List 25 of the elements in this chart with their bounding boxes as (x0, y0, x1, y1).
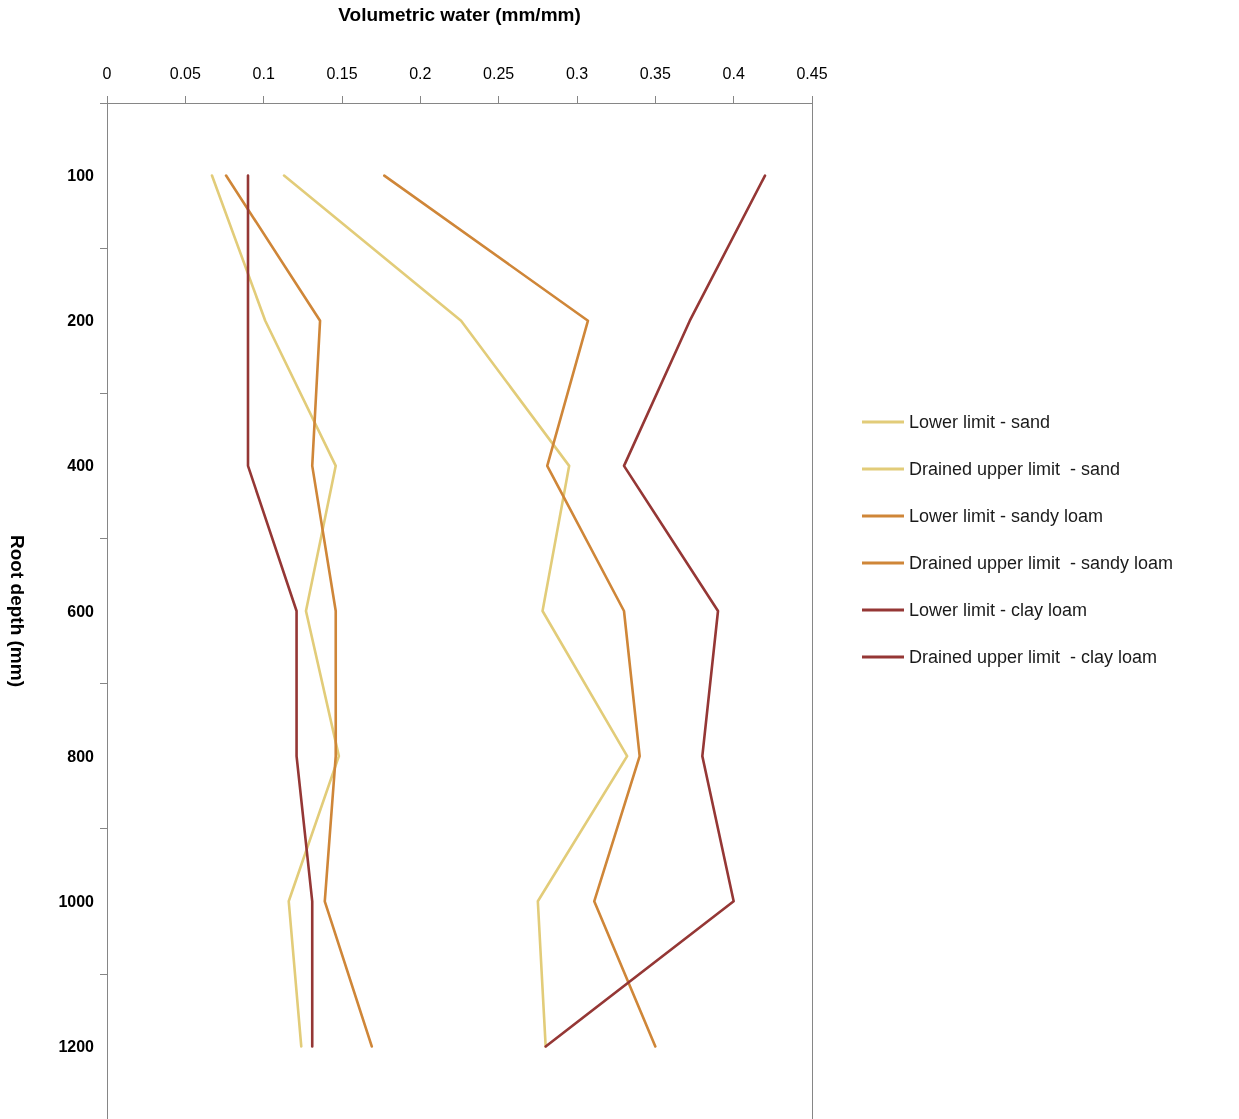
y-axis-title: Root depth (mm) (7, 535, 28, 687)
y-tick-label: 100 (67, 167, 95, 185)
x-tick-label: 0.25 (483, 64, 515, 82)
legend-label: Lower limit - clay loam (909, 600, 1088, 620)
x-tick-label: 0.35 (639, 64, 672, 82)
x-tick-label: 0.2 (409, 64, 432, 82)
x-tick-label: 0 (102, 64, 112, 82)
x-tick-label: 0.4 (722, 64, 745, 82)
y-tick-label: 1000 (58, 892, 95, 910)
y-tick-label: 1200 (58, 1037, 95, 1055)
legend-label: Drained upper limit - sandy loam (909, 553, 1174, 573)
legend-label: Drained upper limit - clay loam (909, 647, 1158, 667)
x-tick-label: 0.45 (796, 64, 828, 82)
x-tick-label: 0.05 (169, 64, 202, 82)
y-tick-label: 800 (67, 747, 95, 765)
y-tick-label: 600 (67, 602, 95, 620)
legend-label: Lower limit - sandy loam (909, 506, 1104, 526)
x-tick-label: 0.1 (252, 64, 275, 82)
legend-label: Lower limit - sand (909, 412, 1051, 432)
y-tick-label: 200 (67, 312, 95, 330)
legend-label: Drained upper limit - sand (909, 459, 1121, 479)
x-tick-label: 0.3 (565, 64, 589, 82)
x-axis-title: Volumetric water (mm/mm) (338, 4, 581, 25)
x-tick-label: 0.15 (326, 64, 358, 82)
y-tick-label: 400 (67, 457, 95, 475)
